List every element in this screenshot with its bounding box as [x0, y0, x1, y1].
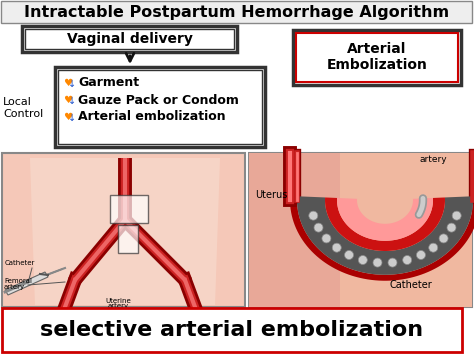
Circle shape	[439, 234, 448, 243]
Polygon shape	[337, 198, 433, 241]
Text: Uterus: Uterus	[255, 190, 287, 200]
Text: Vaginal delivery: Vaginal delivery	[67, 32, 193, 46]
Circle shape	[417, 251, 426, 260]
Text: Arterial
Embolization: Arterial Embolization	[327, 42, 428, 72]
Circle shape	[345, 251, 354, 260]
Text: Gauze Pack or Condom: Gauze Pack or Condom	[78, 93, 239, 106]
FancyBboxPatch shape	[1, 1, 472, 23]
Text: ↓: ↓	[68, 96, 76, 106]
FancyBboxPatch shape	[249, 153, 472, 307]
Circle shape	[403, 256, 412, 264]
Text: Local
Control: Local Control	[3, 97, 43, 119]
Circle shape	[309, 211, 318, 220]
Text: Uterine: Uterine	[105, 298, 131, 304]
Text: Femoral: Femoral	[4, 278, 32, 284]
Polygon shape	[249, 153, 472, 307]
Polygon shape	[297, 196, 473, 275]
Text: artery: artery	[108, 303, 128, 309]
Text: ↓: ↓	[68, 113, 76, 123]
Text: artery: artery	[4, 284, 25, 290]
FancyBboxPatch shape	[296, 33, 458, 82]
Circle shape	[429, 243, 438, 252]
Polygon shape	[325, 197, 445, 251]
Circle shape	[447, 223, 456, 232]
Text: artery: artery	[420, 155, 447, 164]
Text: selective arterial embolization: selective arterial embolization	[40, 320, 424, 340]
Text: Garment: Garment	[78, 76, 139, 89]
Text: ↓: ↓	[68, 79, 76, 89]
FancyBboxPatch shape	[2, 308, 462, 352]
Polygon shape	[30, 158, 220, 305]
Circle shape	[322, 234, 331, 243]
Text: Intractable Postpartum Hemorrhage Algorithm: Intractable Postpartum Hemorrhage Algori…	[25, 5, 449, 20]
FancyBboxPatch shape	[110, 195, 148, 223]
FancyBboxPatch shape	[22, 26, 237, 52]
Polygon shape	[5, 272, 48, 295]
Text: Catheter: Catheter	[5, 260, 36, 266]
Text: ♥: ♥	[63, 95, 72, 105]
Circle shape	[332, 243, 341, 252]
Text: ♥: ♥	[63, 112, 72, 122]
Circle shape	[373, 258, 382, 267]
Polygon shape	[249, 153, 340, 307]
FancyBboxPatch shape	[293, 30, 461, 85]
Circle shape	[358, 256, 367, 264]
FancyBboxPatch shape	[55, 67, 265, 147]
FancyBboxPatch shape	[58, 70, 262, 144]
Text: Arterial embolization: Arterial embolization	[78, 110, 226, 124]
FancyBboxPatch shape	[25, 29, 234, 49]
Circle shape	[314, 223, 323, 232]
Circle shape	[452, 211, 461, 220]
FancyBboxPatch shape	[2, 153, 245, 307]
Text: Catheter: Catheter	[390, 280, 433, 290]
FancyBboxPatch shape	[118, 225, 138, 253]
Circle shape	[388, 258, 397, 267]
Polygon shape	[290, 196, 474, 281]
Text: ♥: ♥	[63, 78, 72, 88]
